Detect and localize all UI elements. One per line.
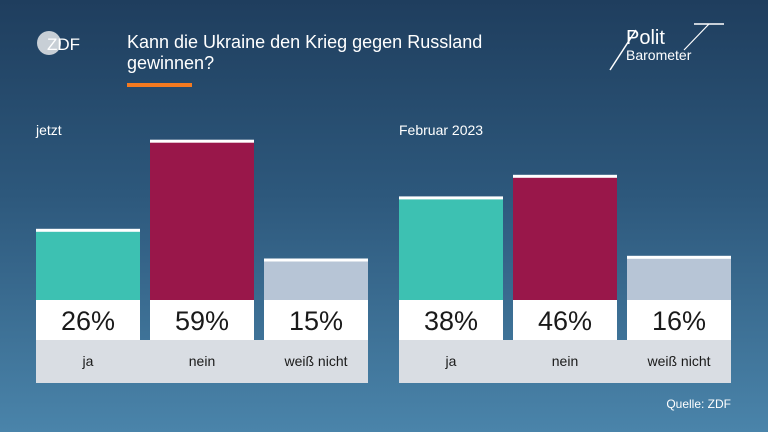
title-underline <box>127 83 192 87</box>
zdf-logo-text: ZDF <box>47 35 80 54</box>
category-label-now-ja: ja <box>82 353 94 369</box>
value-label-feb-2023-ja: 38% <box>424 306 478 336</box>
polit-logo-line1: Polit <box>626 27 665 49</box>
bar-now-weiss-nicht <box>264 259 368 300</box>
value-label-now-nein: 59% <box>175 306 229 336</box>
category-band-now <box>36 340 368 383</box>
value-label-now-weiss-nicht: 15% <box>289 306 343 336</box>
bar-feb-2023-nein <box>513 175 617 300</box>
bar-cap-now-nein <box>150 139 254 143</box>
category-label-feb-2023-weiss-nicht: weiß nicht <box>646 353 710 369</box>
category-label-now-nein: nein <box>189 353 215 369</box>
panel-title-feb-2023: Februar 2023 <box>399 122 484 138</box>
value-box-feb-2023-weiss-nicht <box>627 300 731 340</box>
value-box-now-ja <box>36 300 140 340</box>
bar-cap-now-weiss-nicht <box>264 258 368 262</box>
category-label-now-weiss-nicht: weiß nicht <box>283 353 347 369</box>
bar-cap-feb-2023-ja <box>399 196 503 200</box>
source-note: Quelle: ZDF <box>666 397 731 411</box>
politbarometer-logo: Polit Barometer <box>609 23 724 71</box>
category-label-feb-2023-nein: nein <box>552 353 578 369</box>
panel-title-now: jetzt <box>36 122 62 138</box>
value-label-feb-2023-nein: 46% <box>538 306 592 336</box>
bar-feb-2023-weiss-nicht <box>627 256 731 300</box>
zdf-logo: ZDF <box>37 31 80 55</box>
bar-now-nein <box>150 140 254 300</box>
value-label-feb-2023-weiss-nicht: 16% <box>652 306 706 336</box>
bar-cap-feb-2023-weiss-nicht <box>627 255 731 259</box>
bar-cap-feb-2023-nein <box>513 174 617 178</box>
bar-now-ja <box>36 229 140 300</box>
value-box-now-weiss-nicht <box>264 300 368 340</box>
polit-logo-line2: Barometer <box>626 47 692 63</box>
chart-title: Kann die Ukraine den Krieg gegen Russlan… <box>127 32 483 73</box>
category-band-feb-2023 <box>399 340 731 383</box>
value-label-now-ja: 26% <box>61 306 115 336</box>
bar-feb-2023-ja <box>399 197 503 300</box>
value-box-feb-2023-nein <box>513 300 617 340</box>
value-box-now-nein <box>150 300 254 340</box>
bar-cap-now-ja <box>36 228 140 232</box>
category-label-feb-2023-ja: ja <box>445 353 457 369</box>
value-box-feb-2023-ja <box>399 300 503 340</box>
